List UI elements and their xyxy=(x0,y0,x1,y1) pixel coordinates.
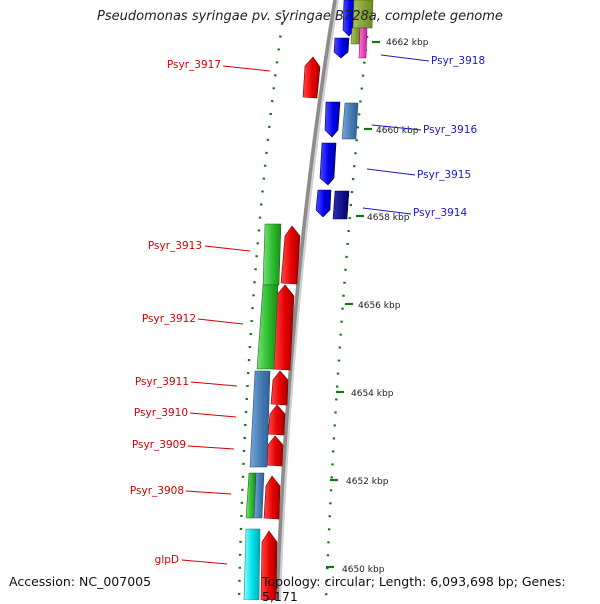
left-label-leaders xyxy=(181,65,271,565)
cog-box-glpD[interactable] xyxy=(243,528,261,600)
reverse-cog-boxes xyxy=(332,0,374,220)
scale-label-4650: 4650 kbp xyxy=(342,565,385,575)
gene-arrow-psyr-3909[interactable] xyxy=(266,435,284,467)
gene-label-psyr-3912[interactable]: Psyr_3912 xyxy=(142,313,196,325)
forward-strand-genes xyxy=(260,56,321,600)
scale-label-4656: 4656 kbp xyxy=(358,301,401,311)
scale-label-4654: 4654 kbp xyxy=(351,389,394,399)
cog-box-psyr-3912[interactable] xyxy=(256,284,279,370)
gene-label-psyr-3909[interactable]: Psyr_3909 xyxy=(132,439,186,451)
gene-arrow-psyr-3917[interactable] xyxy=(302,56,321,99)
gene-label-psyr-3908[interactable]: Psyr_3908 xyxy=(130,485,184,497)
gene-arrow-psyr-3910[interactable] xyxy=(267,404,286,436)
left-gene-labels: Psyr_3917 Psyr_3913 Psyr_3912 Psyr_3911 … xyxy=(130,59,221,566)
gene-label-psyr-3914[interactable]: Psyr_3914 xyxy=(413,207,467,219)
gene-arrow-psyr-3918[interactable] xyxy=(333,37,350,59)
cog-box-psyr-3911[interactable] xyxy=(249,370,271,468)
gene-label-psyr-3915[interactable]: Psyr_3915 xyxy=(417,169,471,181)
gene-label-psyr-3913[interactable]: Psyr_3913 xyxy=(148,240,202,252)
gene-label-psyr-3910[interactable]: Psyr_3910 xyxy=(134,407,188,419)
cog-box-top-olive-2[interactable] xyxy=(350,27,361,45)
reverse-strand-genes xyxy=(315,0,357,218)
map-title: Pseudomonas syringae pv. syringae B728a,… xyxy=(97,9,503,24)
gene-arrow-psyr-3913[interactable] xyxy=(280,225,301,285)
gene-arrow-psyr-3914[interactable] xyxy=(315,189,332,218)
gene-label-psyr-3916[interactable]: Psyr_3916 xyxy=(423,124,477,136)
cog-box-psyr-3916[interactable] xyxy=(341,102,359,140)
forward-cog-boxes xyxy=(243,223,282,600)
genome-backbone xyxy=(275,0,339,600)
scale-labels: 4662 kbp 4660 kbp 4658 kbp 4656 kbp 4654… xyxy=(342,38,429,575)
scale-label-4658: 4658 kbp xyxy=(367,213,410,223)
right-gene-labels: Psyr_3918 Psyr_3916 Psyr_3915 Psyr_3914 xyxy=(413,55,485,219)
dotted-guides xyxy=(237,9,372,600)
gene-label-psyr-3918[interactable]: Psyr_3918 xyxy=(431,55,485,67)
gene-arrow-psyr-3908[interactable] xyxy=(263,475,281,520)
right-label-leaders xyxy=(362,54,430,215)
cog-box-psyr-3908-steel[interactable] xyxy=(253,472,265,519)
gene-label-glpD[interactable]: glpD xyxy=(155,554,179,566)
gene-arrow-psyr-3911[interactable] xyxy=(270,370,289,406)
cog-box-psyr-3918-pink[interactable] xyxy=(358,27,368,59)
cog-box-top-olive[interactable] xyxy=(352,0,374,29)
scale-label-4662: 4662 kbp xyxy=(386,38,429,48)
gene-arrow-glpD[interactable] xyxy=(260,530,278,600)
scale-ticks xyxy=(326,40,380,569)
cog-box-psyr-3913[interactable] xyxy=(262,223,282,286)
gene-label-psyr-3911[interactable]: Psyr_3911 xyxy=(135,376,189,388)
scale-label-4652: 4652 kbp xyxy=(346,477,389,487)
accession-text: Accession: NC_007005 xyxy=(9,574,152,589)
scale-label-4660: 4660 kbp xyxy=(376,126,419,136)
cog-box-psyr-3914[interactable] xyxy=(332,190,350,220)
gene-arrow-psyr-3916[interactable] xyxy=(324,101,341,138)
gene-label-psyr-3917[interactable]: Psyr_3917 xyxy=(167,59,221,71)
gene-arrow-psyr-3915[interactable] xyxy=(319,142,337,186)
